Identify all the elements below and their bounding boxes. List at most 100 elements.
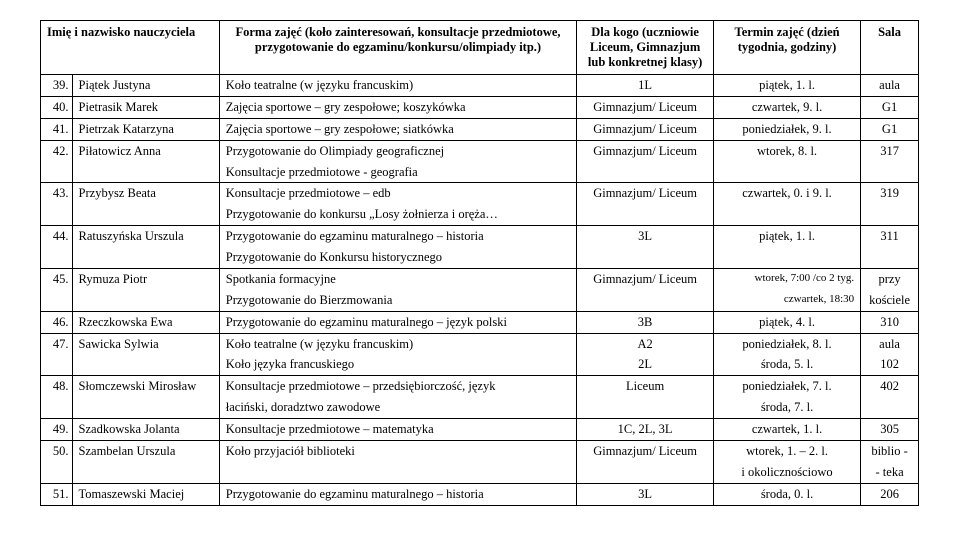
teacher-name: Pietrzak Katarzyna [72, 118, 219, 140]
activity-form: Konsultacje przedmiotowe - geografia [219, 162, 577, 183]
for-whom [577, 247, 714, 268]
row-number: 46. [41, 311, 73, 333]
schedule-term: czwartek, 18:30 [713, 290, 860, 311]
for-whom: Gimnazjum/ Liceum [577, 183, 714, 204]
teacher-name: Słomczewski Mirosław [72, 376, 219, 397]
row-number [41, 247, 73, 268]
activity-form: Przygotowanie do Olimpiady geograficznej [219, 140, 577, 161]
room: 311 [861, 226, 919, 247]
schedule-term: piątek, 1. l. [713, 226, 860, 247]
room: 317 [861, 140, 919, 161]
activity-form: Zajęcia sportowe – gry zespołowe; koszyk… [219, 96, 577, 118]
for-whom: 3B [577, 311, 714, 333]
for-whom: A2 [577, 333, 714, 354]
activity-form: Koło teatralne (w języku francuskim) [219, 75, 577, 97]
row-number [41, 204, 73, 225]
activity-form: Przygotowanie do konkursu „Losy żołnierz… [219, 204, 577, 225]
schedule-term: wtorek, 1. – 2. l. [713, 440, 860, 461]
row-number: 49. [41, 419, 73, 441]
room: 102 [861, 354, 919, 375]
table-row: 51.Tomaszewski MaciejPrzygotowanie do eg… [41, 483, 919, 505]
teacher-name: Rymuza Piotr [72, 268, 219, 289]
table-row: Koło języka francuskiego2Lśroda, 5. l.10… [41, 354, 919, 375]
activity-form: Zajęcia sportowe – gry zespołowe; siatkó… [219, 118, 577, 140]
for-whom [577, 290, 714, 311]
schedule-term: środa, 7. l. [713, 397, 860, 418]
table-row: 50.Szambelan UrszulaKoło przyjaciół bibl… [41, 440, 919, 461]
activity-form: Przygotowanie do egzaminu maturalnego – … [219, 483, 577, 505]
row-number: 45. [41, 268, 73, 289]
for-whom [577, 204, 714, 225]
activity-form: Spotkania formacyjne [219, 268, 577, 289]
schedule-term: poniedziałek, 9. l. [713, 118, 860, 140]
row-number: 44. [41, 226, 73, 247]
room [861, 162, 919, 183]
row-number [41, 462, 73, 483]
teacher-name [72, 290, 219, 311]
activity-form: Przygotowanie do egzaminu maturalnego – … [219, 311, 577, 333]
table-row: 42.Piłatowicz AnnaPrzygotowanie do Olimp… [41, 140, 919, 161]
table-row: Przygotowanie do konkursu „Losy żołnierz… [41, 204, 919, 225]
for-whom: Gimnazjum/ Liceum [577, 268, 714, 289]
activity-form: Konsultacje przedmiotowe – matematyka [219, 419, 577, 441]
schedule-term: środa, 5. l. [713, 354, 860, 375]
schedule-term: wtorek, 7:00 /co 2 tyg. [713, 268, 860, 289]
schedule-term: poniedziałek, 8. l. [713, 333, 860, 354]
schedule-term [713, 247, 860, 268]
activity-form: Przygotowanie do Konkursu historycznego [219, 247, 577, 268]
teacher-name [72, 354, 219, 375]
row-number: 42. [41, 140, 73, 161]
for-whom [577, 462, 714, 483]
schedule-term [713, 204, 860, 225]
header-name: Imię i nazwisko nauczyciela [41, 21, 220, 75]
teacher-name [72, 462, 219, 483]
row-number [41, 397, 73, 418]
header-row: Imię i nazwisko nauczyciela Forma zajęć … [41, 21, 919, 75]
room [861, 397, 919, 418]
schedule-term: piątek, 1. l. [713, 75, 860, 97]
schedule-term: wtorek, 8. l. [713, 140, 860, 161]
room: aula [861, 333, 919, 354]
table-row: Przygotowanie do Konkursu historycznego [41, 247, 919, 268]
activity-form: łaciński, doradztwo zawodowe [219, 397, 577, 418]
schedule-term: piątek, 4. l. [713, 311, 860, 333]
room: G1 [861, 96, 919, 118]
row-number: 50. [41, 440, 73, 461]
table-row: Konsultacje przedmiotowe - geografia [41, 162, 919, 183]
header-form: Forma zajęć (koło zainteresowań, konsult… [219, 21, 577, 75]
schedule-term: środa, 0. l. [713, 483, 860, 505]
header-kogo: Dla kogo (uczniowie Liceum, Gimnazjum lu… [577, 21, 714, 75]
row-number [41, 354, 73, 375]
teacher-name: Szambelan Urszula [72, 440, 219, 461]
row-number [41, 290, 73, 311]
activity-form: Koło języka francuskiego [219, 354, 577, 375]
room: przy [861, 268, 919, 289]
for-whom: 1C, 2L, 3L [577, 419, 714, 441]
table-row: łaciński, doradztwo zawodowe środa, 7. l. [41, 397, 919, 418]
schedule-term: poniedziałek, 7. l. [713, 376, 860, 397]
room: kościele [861, 290, 919, 311]
teacher-name: Pietrasik Marek [72, 96, 219, 118]
room [861, 247, 919, 268]
for-whom: Gimnazjum/ Liceum [577, 96, 714, 118]
table-row: 43.Przybysz BeataKonsultacje przedmiotow… [41, 183, 919, 204]
schedule-term: czwartek, 0. i 9. l. [713, 183, 860, 204]
teacher-name [72, 397, 219, 418]
table-row: 41.Pietrzak KatarzynaZajęcia sportowe – … [41, 118, 919, 140]
teacher-name: Rzeczkowska Ewa [72, 311, 219, 333]
teacher-name: Tomaszewski Maciej [72, 483, 219, 505]
row-number [41, 162, 73, 183]
for-whom: 1L [577, 75, 714, 97]
table-row: i okolicznościowo- teka [41, 462, 919, 483]
table-row: 40.Pietrasik MarekZajęcia sportowe – gry… [41, 96, 919, 118]
for-whom: Gimnazjum/ Liceum [577, 440, 714, 461]
for-whom [577, 162, 714, 183]
table-row: 39.Piątek JustynaKoło teatralne (w język… [41, 75, 919, 97]
room: aula [861, 75, 919, 97]
table-row: 49.Szadkowska JolantaKonsultacje przedmi… [41, 419, 919, 441]
header-term: Termin zajęć (dzień tygodnia, godziny) [713, 21, 860, 75]
schedule-term: czwartek, 9. l. [713, 96, 860, 118]
for-whom: 2L [577, 354, 714, 375]
header-sala: Sala [861, 21, 919, 75]
room: 402 [861, 376, 919, 397]
